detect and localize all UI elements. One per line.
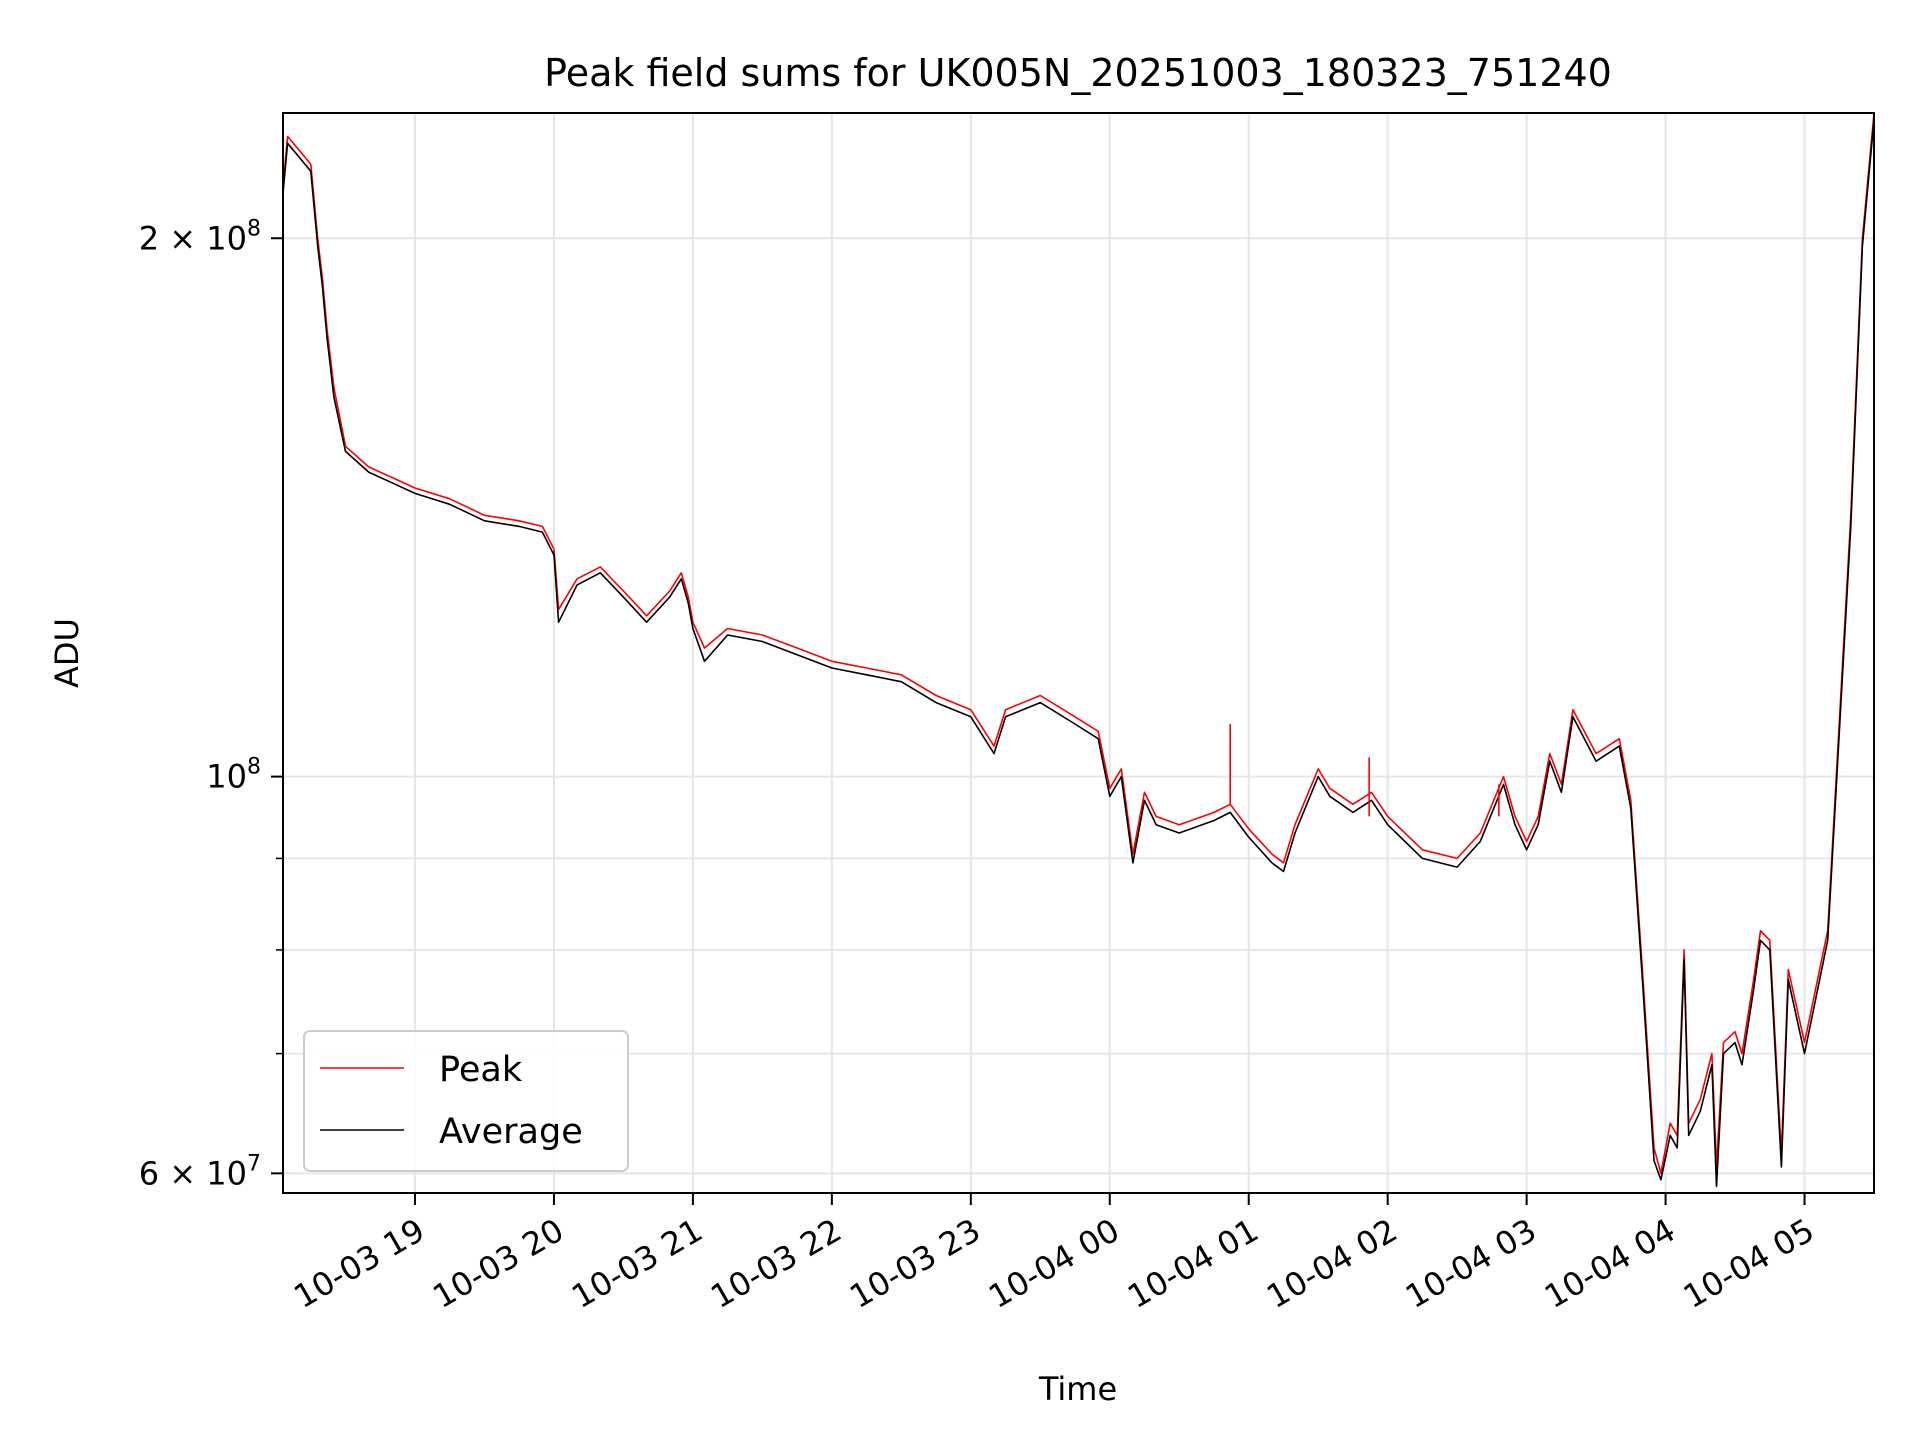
y-tick-label: 6 × 107 — [139, 1151, 261, 1192]
chart-title: Peak field sums for UK005N_20251003_1803… — [544, 51, 1612, 95]
legend-box — [303, 1030, 629, 1172]
grid — [283, 113, 1874, 1193]
y-axis-label: ADU — [48, 618, 86, 688]
legend-label-peak: Peak — [439, 1050, 523, 1090]
y-tick-label: 2 × 108 — [139, 216, 261, 257]
series-line-peak — [283, 113, 1874, 1175]
plot-frame — [282, 112, 1875, 1194]
legend-label-average: Average — [439, 1112, 583, 1152]
series-layer — [283, 113, 1874, 1188]
series-line-average — [283, 119, 1874, 1188]
x-axis-label: Time — [1038, 1370, 1117, 1408]
legend: Peak Average — [303, 1030, 629, 1172]
